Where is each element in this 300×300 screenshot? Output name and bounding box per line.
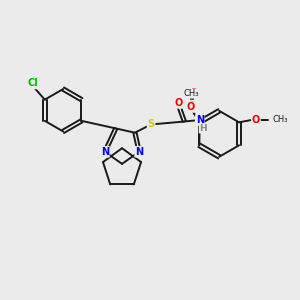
Text: N: N — [196, 115, 204, 125]
Text: CH₃: CH₃ — [183, 89, 199, 98]
Text: O: O — [252, 115, 260, 125]
Text: O: O — [174, 98, 183, 108]
Text: O: O — [189, 88, 197, 98]
Text: Cl: Cl — [27, 79, 38, 88]
Text: CH₃: CH₃ — [272, 116, 288, 124]
Text: O: O — [187, 102, 195, 112]
Text: S: S — [148, 119, 155, 129]
Text: H: H — [200, 124, 207, 133]
Text: N: N — [135, 147, 143, 157]
Text: N: N — [101, 147, 109, 157]
Text: O: O — [188, 100, 196, 110]
